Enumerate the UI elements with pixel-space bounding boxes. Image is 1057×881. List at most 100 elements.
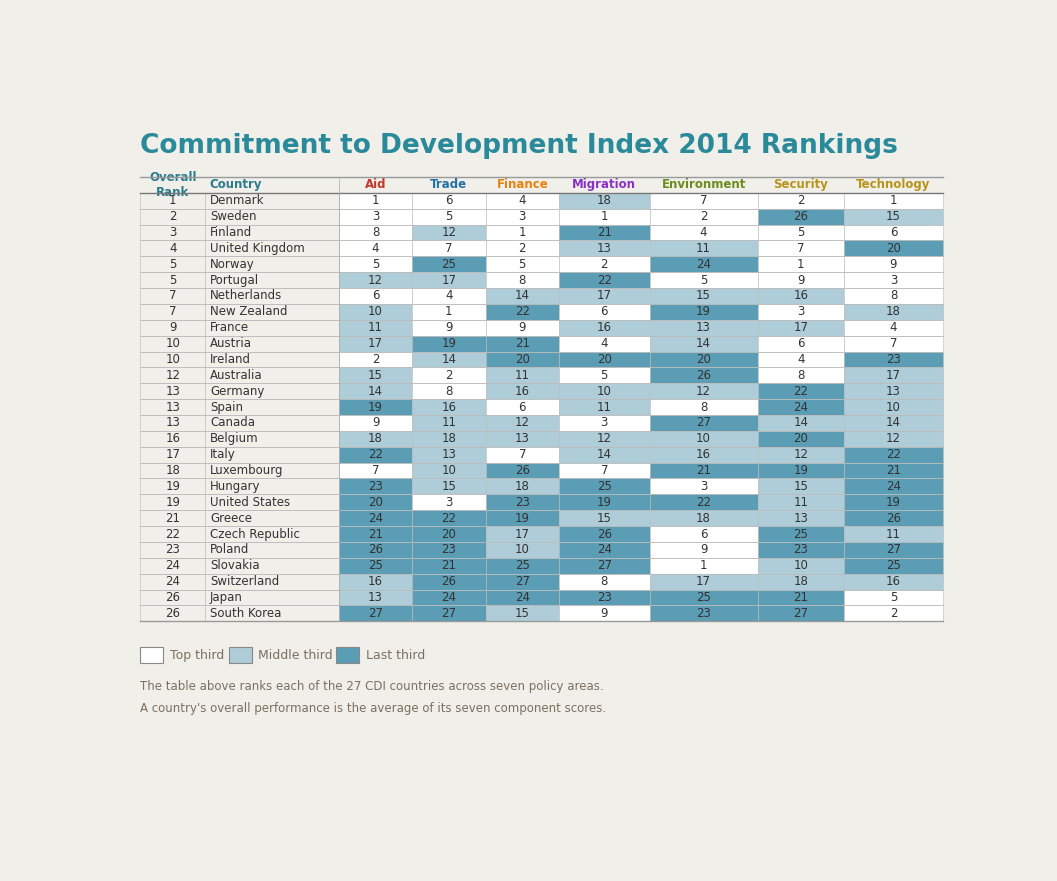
Text: 11: 11 — [886, 528, 901, 541]
Bar — [758, 542, 843, 558]
Bar — [843, 399, 943, 415]
Text: 9: 9 — [600, 607, 608, 620]
Text: 5: 5 — [890, 591, 897, 604]
Bar — [485, 526, 559, 542]
Text: 8: 8 — [519, 274, 526, 286]
Bar — [339, 304, 412, 320]
Bar — [843, 510, 943, 526]
Text: 26: 26 — [793, 211, 809, 223]
Text: 7: 7 — [600, 464, 608, 477]
Text: 18: 18 — [886, 306, 901, 318]
Text: 11: 11 — [793, 496, 809, 508]
Text: Belgium: Belgium — [210, 433, 259, 445]
Text: Commitment to Development Index 2014 Rankings: Commitment to Development Index 2014 Ran… — [141, 133, 898, 159]
Text: 17: 17 — [886, 369, 901, 381]
Bar — [339, 399, 412, 415]
Text: 21: 21 — [597, 226, 612, 239]
Bar — [339, 526, 412, 542]
Text: 3: 3 — [890, 274, 897, 286]
Bar — [758, 494, 843, 510]
Text: 10: 10 — [165, 337, 180, 350]
Text: 22: 22 — [442, 512, 457, 524]
Text: 5: 5 — [169, 274, 177, 286]
Text: Middle third: Middle third — [258, 648, 333, 662]
Bar — [339, 209, 412, 225]
Text: 6: 6 — [600, 306, 608, 318]
Text: 19: 19 — [165, 496, 180, 508]
Text: 23: 23 — [165, 544, 180, 557]
Text: 9: 9 — [700, 544, 707, 557]
Text: Overall
Rank: Overall Rank — [149, 171, 197, 199]
Bar — [339, 605, 412, 621]
Bar — [412, 558, 485, 574]
Bar — [758, 256, 843, 272]
Text: Denmark: Denmark — [210, 194, 264, 207]
Text: 16: 16 — [368, 575, 383, 589]
Text: 12: 12 — [886, 433, 901, 445]
Text: 20: 20 — [597, 353, 612, 366]
Bar — [141, 574, 205, 589]
Text: 1: 1 — [700, 559, 707, 573]
Bar — [412, 447, 485, 463]
Bar — [485, 478, 559, 494]
Text: 16: 16 — [793, 290, 809, 302]
Text: 21: 21 — [515, 337, 530, 350]
Bar — [141, 463, 205, 478]
Text: 12: 12 — [165, 369, 180, 381]
Text: 27: 27 — [886, 544, 901, 557]
Bar — [205, 304, 339, 320]
Text: 6: 6 — [890, 226, 897, 239]
Text: 18: 18 — [442, 433, 457, 445]
Bar — [141, 526, 205, 542]
Bar — [205, 463, 339, 478]
Bar — [339, 494, 412, 510]
Text: 17: 17 — [442, 274, 457, 286]
Text: 11: 11 — [597, 401, 612, 413]
Bar — [843, 431, 943, 447]
Text: Luxembourg: Luxembourg — [210, 464, 283, 477]
Bar — [141, 542, 205, 558]
Bar — [758, 352, 843, 367]
Bar — [843, 589, 943, 605]
Text: The table above ranks each of the 27 CDI countries across seven policy areas.: The table above ranks each of the 27 CDI… — [141, 680, 604, 693]
Bar — [339, 352, 412, 367]
Bar — [141, 288, 205, 304]
Bar — [205, 352, 339, 367]
Text: 17: 17 — [515, 528, 530, 541]
Text: Last third: Last third — [366, 648, 425, 662]
Text: 14: 14 — [697, 337, 711, 350]
Text: Germany: Germany — [210, 385, 264, 397]
Bar — [412, 320, 485, 336]
Bar — [559, 288, 650, 304]
Text: 6: 6 — [519, 401, 526, 413]
Text: 2: 2 — [890, 607, 897, 620]
Text: 4: 4 — [797, 353, 804, 366]
Text: 15: 15 — [442, 480, 457, 492]
Text: Czech Republic: Czech Republic — [210, 528, 300, 541]
Bar — [485, 463, 559, 478]
Bar — [650, 193, 758, 209]
Text: 26: 26 — [515, 464, 530, 477]
Text: 13: 13 — [368, 591, 383, 604]
Bar — [843, 367, 943, 383]
Bar — [758, 431, 843, 447]
Bar — [141, 558, 205, 574]
Text: 21: 21 — [886, 464, 901, 477]
Text: 27: 27 — [697, 417, 711, 429]
Bar — [485, 510, 559, 526]
Text: 20: 20 — [442, 528, 457, 541]
Text: 13: 13 — [165, 417, 180, 429]
Text: 10: 10 — [697, 433, 711, 445]
Text: 18: 18 — [697, 512, 711, 524]
Text: 11: 11 — [515, 369, 530, 381]
Text: 17: 17 — [697, 575, 711, 589]
Bar — [205, 526, 339, 542]
Bar — [758, 399, 843, 415]
Text: 25: 25 — [515, 559, 530, 573]
Text: 13: 13 — [697, 322, 711, 334]
Bar — [141, 494, 205, 510]
Bar — [339, 558, 412, 574]
Text: 25: 25 — [368, 559, 383, 573]
Text: 14: 14 — [442, 353, 457, 366]
Bar — [559, 320, 650, 336]
